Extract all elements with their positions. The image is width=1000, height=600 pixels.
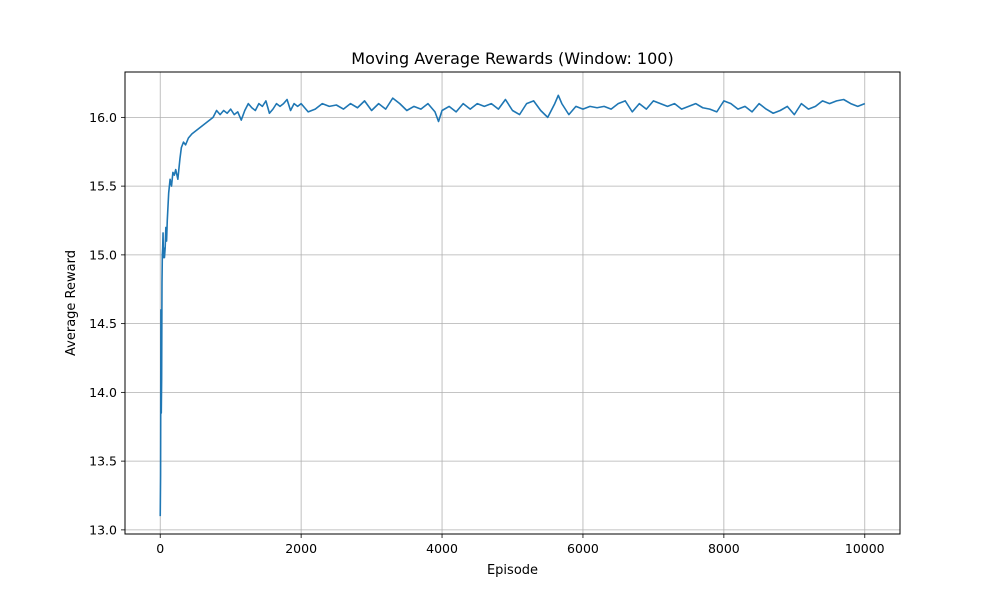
chart-title: Moving Average Rewards (Window: 100)	[351, 49, 673, 68]
x-tick-label: 4000	[426, 541, 458, 556]
y-tick-label: 14.5	[89, 316, 117, 331]
x-tick-label: 8000	[708, 541, 740, 556]
series-layer	[159, 94, 866, 517]
y-tick-label: 13.5	[89, 454, 117, 469]
moving-average-line	[159, 94, 866, 517]
x-tick-label: 6000	[567, 541, 599, 556]
x-tick-label: 2000	[285, 541, 317, 556]
y-tick-label: 13.0	[89, 522, 117, 537]
x-axis-label: Episode	[487, 563, 538, 578]
y-tick-label: 16.0	[89, 110, 117, 125]
x-tick-label: 0	[156, 541, 164, 556]
y-tick-label: 15.0	[89, 247, 117, 262]
grid-lines	[125, 72, 900, 534]
y-tick-label: 15.5	[89, 179, 117, 194]
y-axis-label: Average Reward	[64, 250, 79, 356]
tick-layer: 0 2000 4000 6000 8000 10000 13.0 13.5 14.0 14.5 15…	[89, 110, 885, 556]
plot-frame	[124, 71, 901, 535]
y-tick-label: 14.0	[89, 385, 117, 400]
x-tick-label: 10000	[845, 541, 885, 556]
